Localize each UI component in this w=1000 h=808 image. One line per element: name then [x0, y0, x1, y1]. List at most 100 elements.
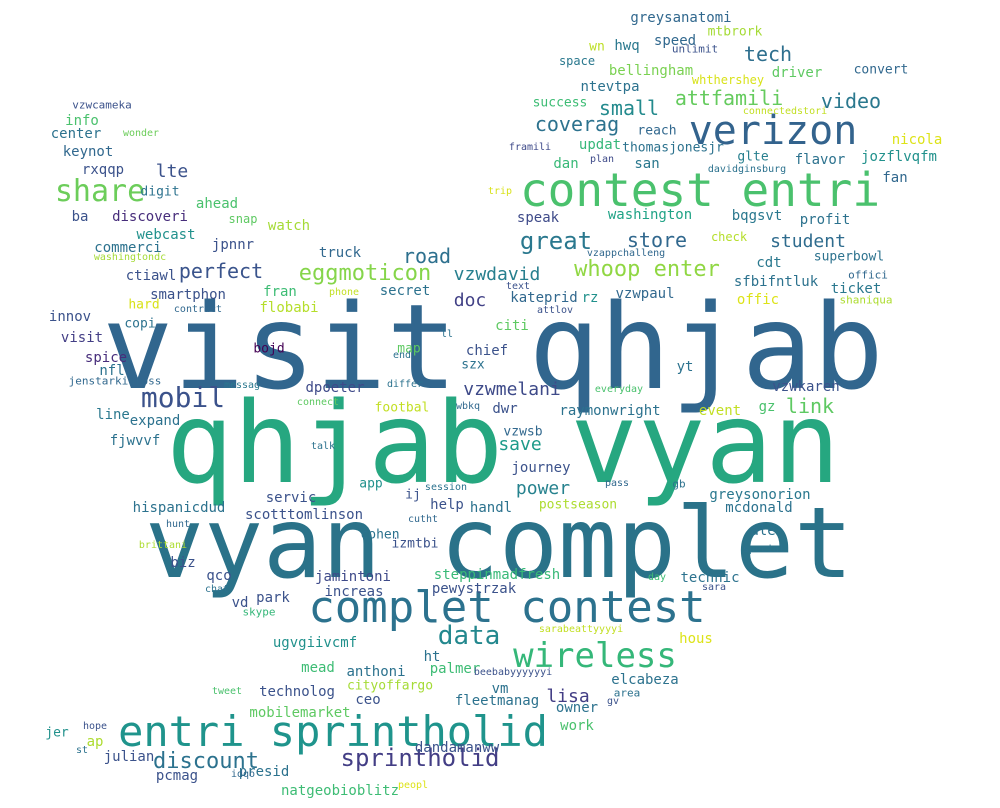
cloud-word: technolog: [259, 684, 335, 700]
cloud-word: sfbifntluk: [733, 274, 819, 290]
cloud-word: nicola: [891, 132, 943, 148]
cloud-word: bqgsvt: [731, 208, 783, 224]
cloud-word: info: [65, 113, 99, 129]
cloud-word: center: [50, 126, 102, 142]
cloud-word: space: [558, 54, 596, 68]
cloud-word: qco: [206, 568, 232, 584]
cloud-word: vzwcameka: [72, 98, 132, 112]
cloud-word: fran: [263, 284, 297, 300]
cloud-word: trip: [487, 186, 513, 197]
cloud-word: data: [437, 621, 501, 651]
cloud-word: rxqqp: [81, 162, 125, 178]
cloud-word: san: [634, 156, 660, 172]
cloud-word: hispanicdud: [132, 500, 226, 516]
cloud-word: visit: [60, 330, 104, 346]
cloud-word: jer: [45, 725, 69, 741]
cloud-word: mobil: [140, 381, 226, 414]
cloud-word: help: [430, 497, 464, 513]
cloud-word: differ: [386, 379, 424, 390]
cloud-word: footbal: [374, 400, 430, 416]
cloud-word: qhjab vyan: [165, 379, 841, 509]
cloud-word: nfl: [99, 363, 125, 379]
cloud-word: student: [770, 231, 846, 252]
cloud-word: hous: [679, 631, 713, 647]
cloud-word: snap: [228, 212, 258, 226]
cloud-word: peopl: [397, 780, 429, 791]
cloud-word: discount: [153, 749, 259, 774]
cloud-word: superbowl: [813, 249, 885, 265]
cloud-word: line: [96, 407, 130, 423]
cloud-word: sprintholid: [340, 744, 500, 772]
cloud-word: spice: [84, 350, 128, 366]
cloud-word: jenstarkidross: [68, 374, 162, 388]
cloud-word: greysonorion: [709, 487, 811, 503]
cloud-word: mcdonald: [725, 500, 793, 516]
cloud-word: cityoffargo: [346, 678, 434, 694]
cloud-word: unlimit: [671, 42, 719, 56]
cloud-word: cutht: [407, 514, 439, 525]
cloud-word: julian: [103, 749, 155, 765]
cloud-word: postseason: [538, 497, 618, 513]
cloud-word: truck: [318, 245, 362, 261]
cloud-word: secret: [379, 283, 431, 299]
cloud-word: perfect: [178, 259, 264, 283]
cloud-word: owner: [555, 700, 599, 716]
cloud-word: ll: [440, 329, 454, 340]
cloud-word: bellingham: [608, 63, 694, 79]
cloud-word: scotttomlinson: [244, 507, 364, 523]
cloud-word: end: [392, 350, 412, 361]
cloud-word: map: [397, 341, 421, 357]
cloud-word: fjwvvf: [109, 433, 161, 449]
cloud-word: special: [742, 544, 786, 555]
cloud-word: davidginsburg: [707, 164, 787, 175]
cloud-word: thomasjonesjr: [622, 140, 724, 156]
cloud-word: digit: [140, 184, 180, 200]
cloud-word: jpnnr: [211, 237, 255, 253]
cloud-word: technic: [680, 570, 740, 586]
cloud-word: hwq: [614, 38, 640, 54]
cloud-word: webcast: [136, 227, 196, 243]
cloud-word: work: [560, 718, 594, 734]
cloud-word: messag: [223, 380, 261, 391]
cloud-word: dpoeter: [305, 380, 365, 396]
cloud-word: gb: [672, 477, 686, 491]
cloud-word: ij: [405, 487, 421, 503]
cloud-word: event: [698, 403, 742, 419]
cloud-word: idqo: [230, 769, 256, 780]
cloud-word: fleetmanag: [454, 693, 540, 709]
cloud-word: ale: [750, 523, 776, 539]
cloud-word: increas: [324, 584, 384, 600]
cloud-word: flavor: [794, 152, 846, 168]
cloud-word: keynot: [62, 144, 114, 160]
cloud-word: journey: [511, 460, 571, 476]
cloud-word: pcmag: [155, 768, 199, 784]
cloud-word: great: [519, 227, 593, 255]
cloud-word: connectedstori: [742, 106, 828, 117]
cloud-word: vzappchalleng: [586, 248, 666, 259]
cloud-word: commerci: [94, 240, 162, 256]
cloud-word: innov: [48, 309, 92, 325]
cloud-word: offici: [848, 268, 888, 282]
cloud-word: citi: [495, 318, 529, 334]
cloud-word: wonder: [122, 128, 160, 139]
cloud-word: whoop enter: [574, 257, 720, 282]
cloud-word: attlov: [536, 305, 574, 316]
cloud-word: area: [613, 686, 641, 700]
cloud-word: check: [710, 230, 748, 244]
cloud-word: ntevtpa: [580, 79, 640, 95]
cloud-word: greysanatomi: [630, 10, 732, 26]
cloud-word: plan: [589, 154, 615, 165]
cloud-word: tech: [743, 42, 793, 66]
cloud-word: brittani: [138, 540, 188, 551]
cloud-word: visit qhjab: [102, 278, 884, 416]
cloud-word: link: [785, 394, 835, 418]
cloud-word: vzwpaul: [615, 286, 675, 302]
cloud-word: shaniqua: [839, 293, 893, 307]
cloud-word: elcabeza: [611, 672, 679, 688]
cloud-word: phone: [328, 287, 360, 298]
cloud-word: chief: [465, 343, 509, 359]
cloud-word: vzwsb: [503, 424, 543, 440]
cloud-word: park: [256, 590, 290, 606]
cloud-word: glte: [737, 149, 769, 165]
cloud-word: day: [647, 572, 667, 583]
